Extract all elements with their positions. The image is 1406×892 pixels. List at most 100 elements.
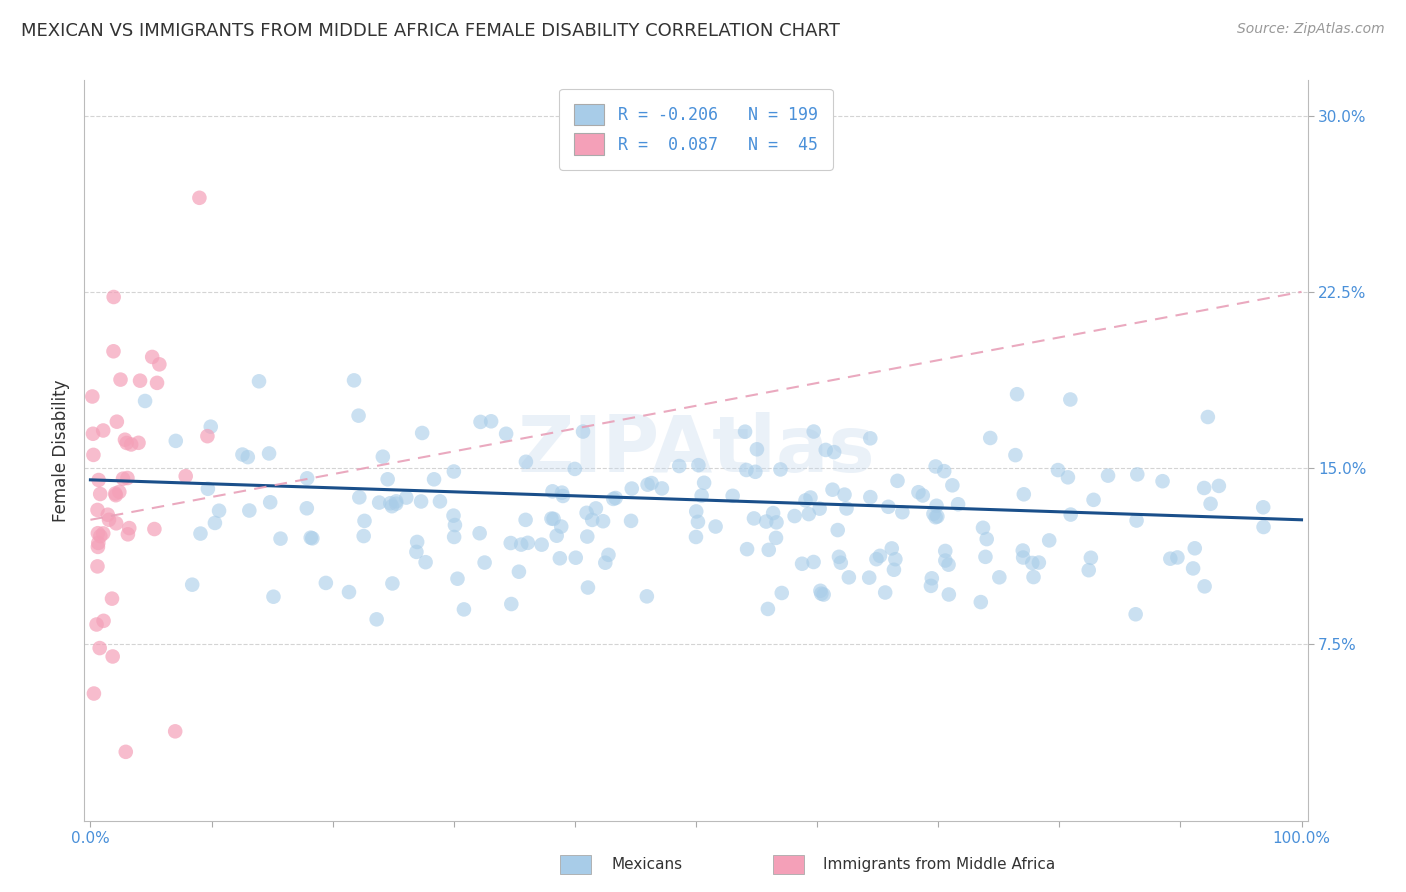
Point [200,419,222,434]
Point [828,549,851,564]
Point [103,344,125,359]
Point [869,549,891,563]
Point [946,497,969,511]
Point [444,518,467,533]
Point [337,585,360,599]
Point [938,558,960,572]
Point [406,535,429,549]
Point [592,514,614,528]
Point [1184,541,1206,556]
Point [540,511,562,525]
Point [988,570,1011,584]
Point [821,483,844,497]
Point [865,552,887,566]
Point [640,476,662,491]
Point [685,504,707,518]
Point [91,424,114,438]
Point [1022,570,1045,584]
Point [1208,479,1230,493]
Point [576,581,599,595]
Point [835,501,858,516]
Point [231,448,253,462]
Point [891,505,914,519]
Point [103,290,125,304]
Point [129,374,152,388]
Point [581,513,603,527]
Point [1011,543,1033,558]
Point [1057,470,1080,484]
Point [349,491,371,505]
Point [1251,500,1274,515]
Point [114,745,136,759]
Point [238,503,260,517]
Point [668,458,690,473]
Point [515,455,537,469]
Point [1083,492,1105,507]
Point [922,507,945,521]
Point [1125,514,1147,528]
Point [1126,467,1149,482]
Point [443,508,465,523]
Point [765,531,787,545]
Point [143,522,166,536]
Point [343,373,366,387]
Point [690,489,713,503]
Point [920,579,942,593]
Point [114,433,136,447]
Point [295,471,318,485]
Point [315,576,337,591]
Point [270,532,292,546]
Point [859,431,882,445]
Point [883,563,905,577]
Point [83,686,105,700]
Point [810,587,832,601]
Point [1199,497,1222,511]
Point [1097,468,1119,483]
Point [979,431,1001,445]
Point [1253,520,1275,534]
Point [911,488,934,502]
Point [381,500,404,514]
Point [259,495,281,509]
Point [1046,463,1069,477]
Point [572,425,595,439]
Point [685,530,707,544]
Point [148,357,170,371]
Point [1060,508,1083,522]
Point [636,590,658,604]
Point [576,530,599,544]
Text: ZIPAtlas: ZIPAtlas [517,412,875,489]
Point [82,426,104,441]
Point [105,516,128,531]
Point [755,515,778,529]
Point [98,513,121,527]
Point [938,587,960,601]
Point [385,497,408,511]
Y-axis label: Female Disability: Female Disability [52,379,70,522]
Point [188,191,211,205]
Point [688,458,710,472]
Point [1192,481,1215,495]
Point [924,510,946,524]
Point [443,530,465,544]
Point [141,350,163,364]
Point [808,501,831,516]
Point [830,556,852,570]
Point [204,516,226,530]
Point [257,446,280,460]
Point [190,526,212,541]
Point [197,482,219,496]
Point [758,542,780,557]
Point [769,462,792,476]
Point [508,565,530,579]
Point [941,478,963,492]
Point [105,415,128,429]
Point [551,485,574,500]
Point [299,531,322,545]
Point [89,529,111,543]
Point [745,442,768,457]
Point [409,494,432,508]
Legend: R = -0.206   N = 199, R =  0.087   N =  45: R = -0.206 N = 199, R = 0.087 N = 45 [560,88,832,169]
Point [301,532,323,546]
Point [516,536,538,550]
